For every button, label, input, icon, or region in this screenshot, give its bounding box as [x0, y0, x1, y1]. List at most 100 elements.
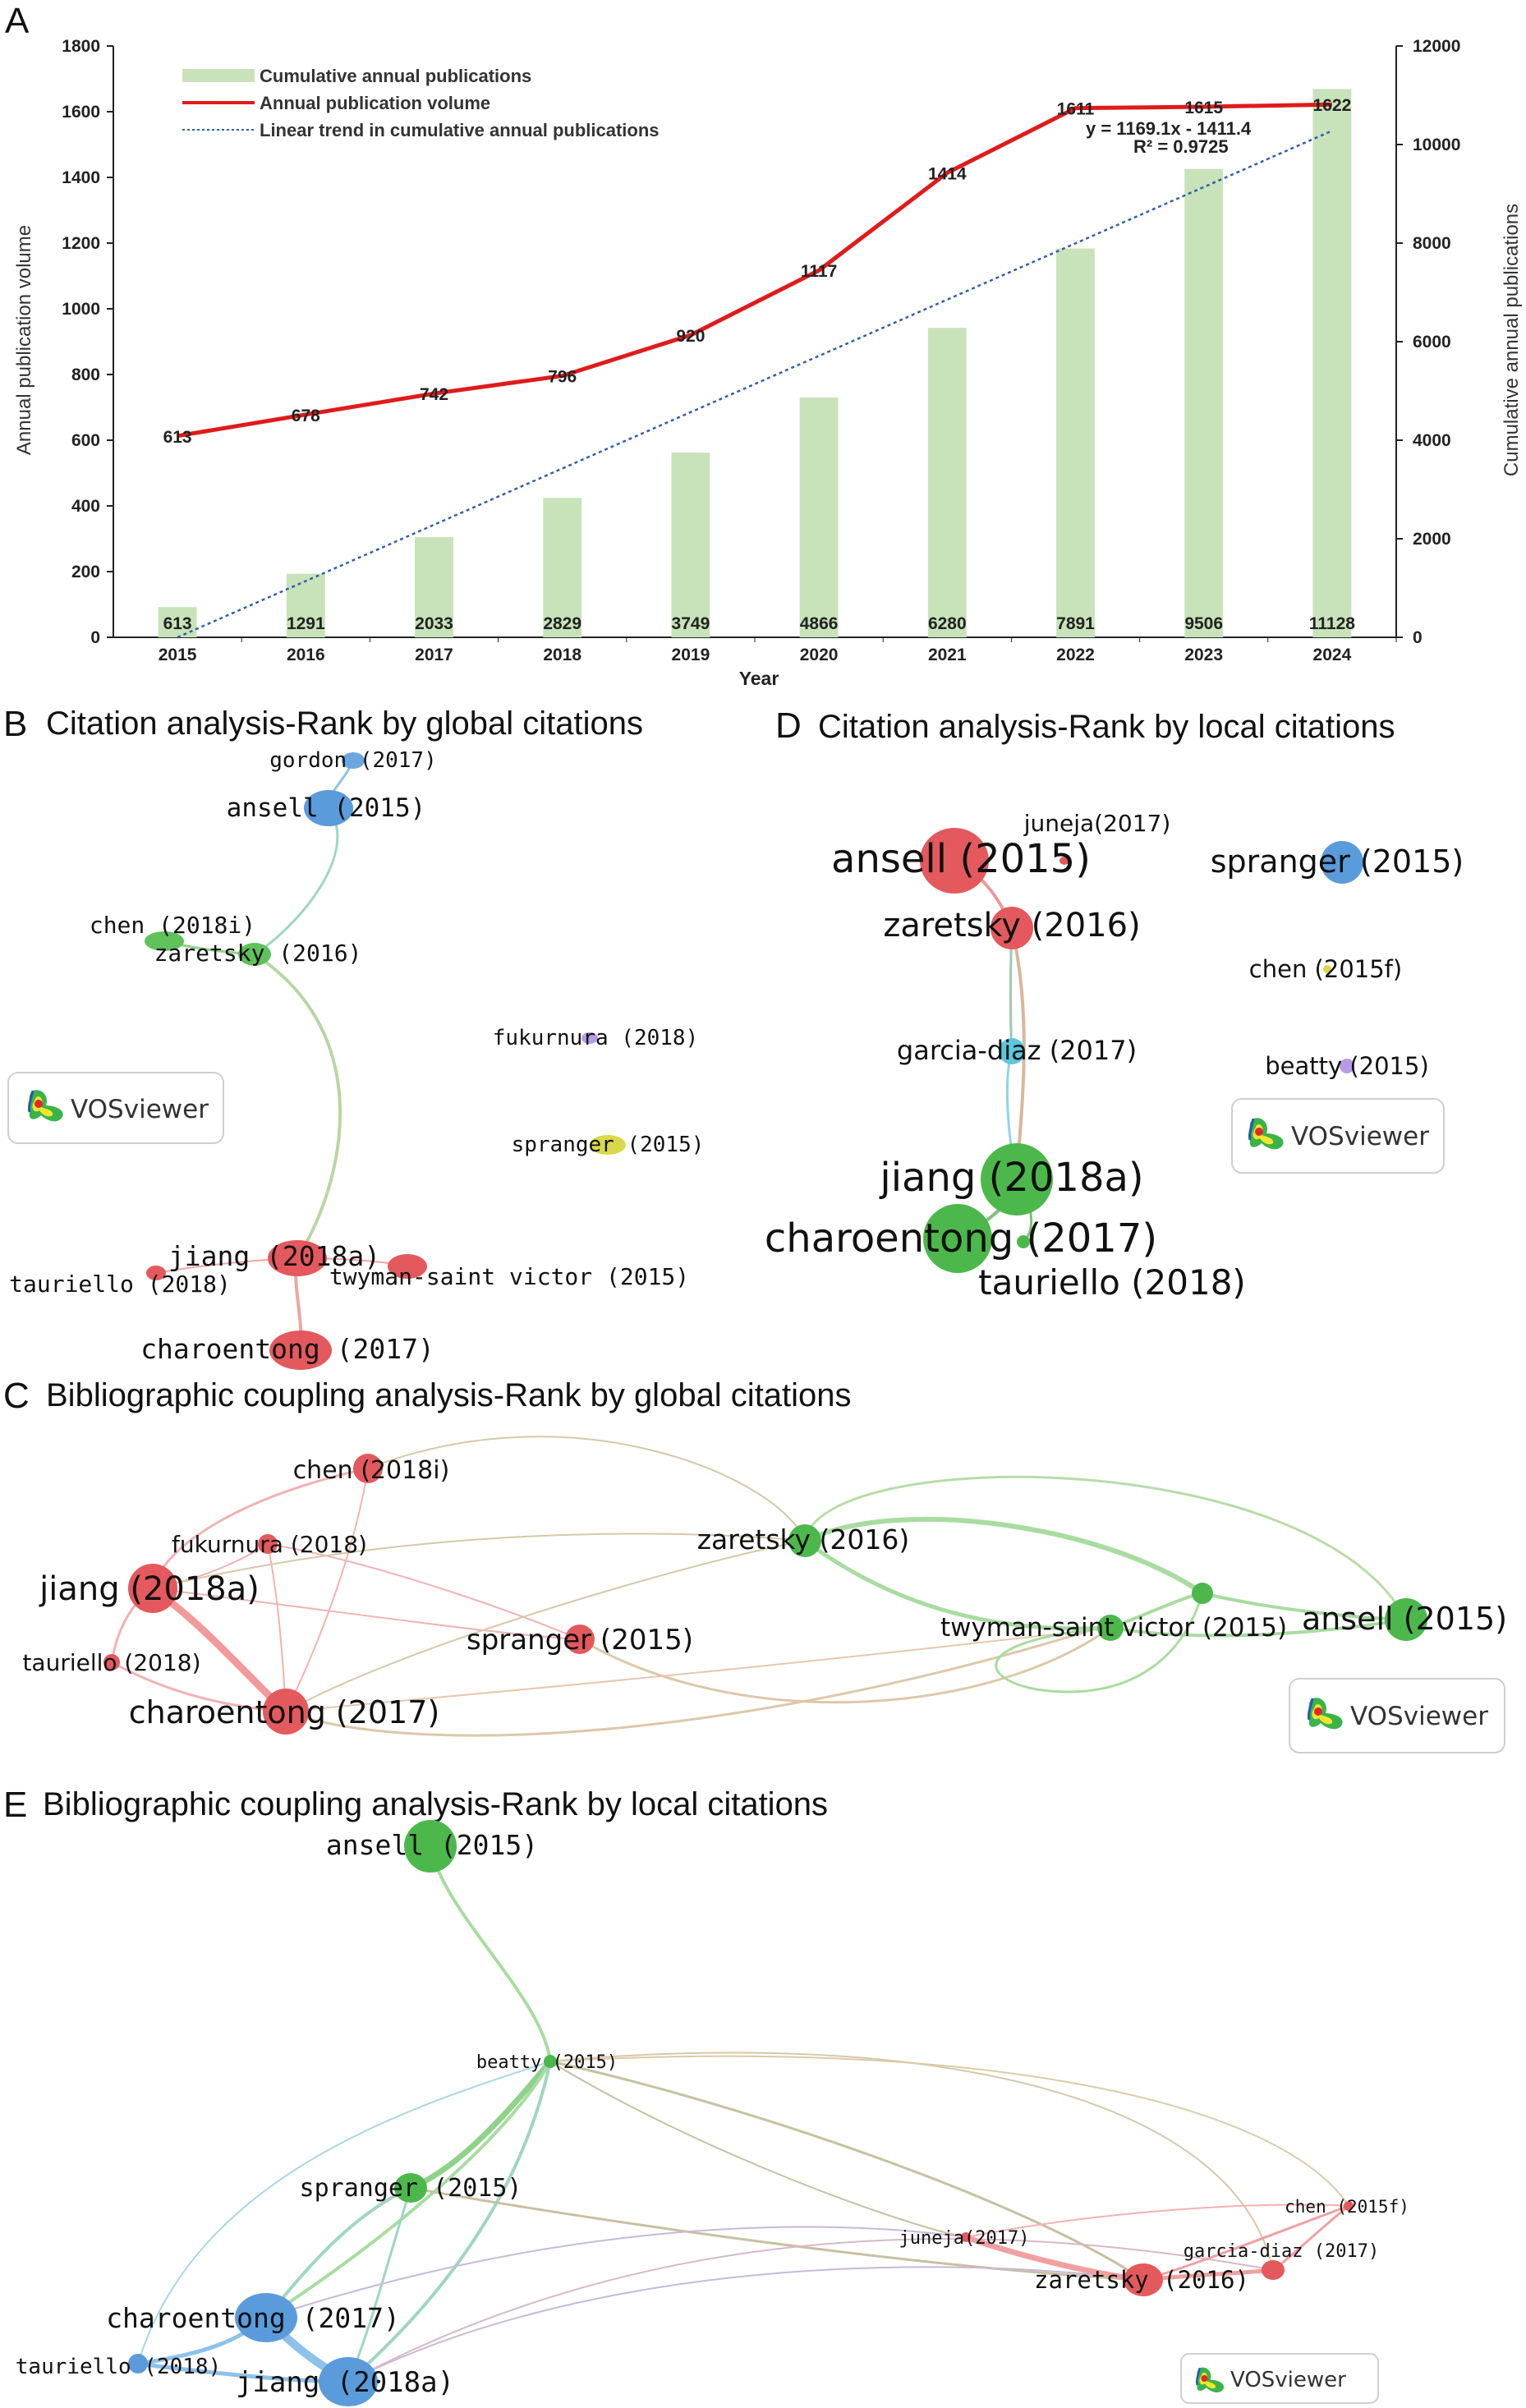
chart-a-legend: Cumulative annual publications Annual pu… [182, 66, 660, 140]
node-c-jiang [128, 1564, 177, 1613]
vosviewer-text-c: VOSviewer [1350, 1702, 1488, 1731]
node-e-beatty [544, 2055, 557, 2068]
x-tick-label: 2024 [1313, 646, 1352, 664]
link-e-23 [965, 2204, 1349, 2238]
link-c-7 [267, 1543, 287, 1712]
node-b-tauriello [146, 1266, 166, 1280]
link-e-11 [264, 2186, 411, 2319]
y-tick-left-label: 200 [71, 563, 100, 581]
link-c-19 [1110, 1618, 1407, 1638]
label-e-jiang: jiang (2018a) [236, 2366, 454, 2399]
trend-r2: R² = 0.9725 [1133, 136, 1229, 157]
vosviewer-logo-icon [28, 1090, 63, 1122]
node-d-charoentong [923, 1204, 992, 1273]
x-tick-label: 2018 [543, 646, 581, 664]
link-e-5 [137, 2061, 551, 2364]
label-e-beatty: beatty (2015) [476, 2052, 618, 2073]
label-d-zaretsky: zaretsky (2016) [883, 907, 1140, 944]
label-e-spranger: spranger (2015) [300, 2174, 522, 2203]
node-c-fukurnura [258, 1534, 278, 1554]
label-d-jiang: jiang (2018a) [879, 1155, 1143, 1201]
panel-d: D Citation analysis-Rank by local citati… [765, 705, 1464, 1303]
legend-label-bar: Cumulative annual publications [260, 66, 531, 86]
label-b-spranger: spranger (2015) [512, 1133, 705, 1157]
bar-value-label: 1291 [287, 614, 325, 633]
link-e-17 [347, 2266, 1144, 2383]
link-c-8 [267, 1543, 581, 1640]
bar-value-label: 9506 [1184, 614, 1223, 633]
link-e-18 [347, 2238, 1274, 2383]
vosviewer-badge-b: VOSviewer [7, 1072, 224, 1144]
node-e-spranger [394, 2173, 427, 2203]
bar-cumulative [1312, 89, 1352, 637]
x-tick-label: 2017 [415, 646, 453, 664]
vosviewer-badge-frame-c [1289, 1678, 1505, 1753]
panel-e: E Bibliographic coupling analysis-Rank b… [3, 1785, 1409, 2406]
link-e-6 [549, 2060, 1144, 2282]
label-c-spranger: spranger (2015) [467, 1624, 693, 1657]
vosviewer-text-e: VOSviewer [1230, 2368, 1346, 2392]
label-c-jiang: jiang (2018a) [39, 1570, 260, 1608]
label-e-ansell: ansell (2015) [326, 1829, 538, 1861]
network-e-labels: ansell (2015) beatty (2015) spranger (20… [16, 1829, 1409, 2399]
vosviewer-text-d: VOSviewer [1291, 1122, 1429, 1151]
node-b-zaretsky [238, 943, 271, 966]
node-d-beatty [1340, 1059, 1354, 1073]
panel-title-e: Bibliographic coupling analysis-Rank by … [43, 1786, 828, 1822]
network-c-nodes [103, 1454, 1427, 1735]
y-tick-right-label: 4000 [1413, 431, 1451, 450]
network-d-labels: ansell (2015) juneja(2017) zaretsky (201… [765, 810, 1464, 1303]
label-c-tauriello: tauriello (2018) [22, 1649, 200, 1676]
label-d-spranger: spranger (2015) [1211, 843, 1464, 880]
label-b-twyman: twyman-saint victor (2015) [329, 1263, 689, 1290]
panel-label-b: B [3, 704, 27, 744]
bar-cumulative [927, 328, 967, 637]
node-d-garcia [999, 1038, 1025, 1064]
label-d-juneja: juneja(2017) [1023, 810, 1171, 837]
y-tick-right-label: 10000 [1413, 136, 1460, 154]
y-tick-right-label: 0 [1413, 628, 1423, 647]
link-c-13 [285, 1624, 1105, 1737]
label-d-chen: chen (2015f) [1249, 955, 1402, 983]
link-e-9 [549, 2055, 1349, 2207]
node-b-charoentong [269, 1330, 332, 1370]
node-b-fukurnura [581, 1032, 598, 1044]
y-tick-right-label: 8000 [1413, 234, 1451, 253]
line-value-label: 1117 [801, 262, 837, 281]
node-d-jiang [981, 1143, 1053, 1215]
node-b-gordon [342, 752, 365, 769]
y-tick-left-label: 0 [90, 628, 100, 647]
node-b-spranger [590, 1135, 626, 1155]
network-c-labels: chen (2018i) fukurnura (2018) jiang (201… [22, 1456, 1507, 1730]
line-value-label: 742 [420, 385, 448, 404]
label-c-chen: chen (2018i) [293, 1456, 450, 1485]
label-c-charoentong: charoentong (2017) [129, 1694, 440, 1730]
bar-cumulative [415, 537, 453, 637]
node-b-jiang [268, 1240, 327, 1276]
label-b-tauriello: tauriello (2018) [9, 1271, 231, 1298]
label-b-chen: chen (2018i) [90, 912, 255, 939]
x-tick-label: 2015 [159, 646, 197, 664]
bar-value-label: 7891 [1056, 614, 1095, 633]
node-b-ansell [304, 790, 353, 826]
trend-line [177, 130, 1333, 639]
label-e-chen: chen (2015f) [1285, 2197, 1409, 2217]
panel-c: C Bibliographic coupling analysis-Rank b… [3, 1376, 1507, 1753]
label-d-beatty: beatty (2015) [1265, 1052, 1429, 1080]
link-c-11 [152, 1533, 806, 1589]
vosviewer-badge-d: VOSviewer [1231, 1098, 1445, 1174]
bar-value-label: 11128 [1309, 614, 1355, 633]
node-d-tauriello [1017, 1235, 1030, 1248]
bar-value-label: 3749 [672, 614, 710, 633]
node-c-twyman [1097, 1615, 1124, 1641]
link-e-1 [429, 1845, 552, 2062]
node-e-zaretsky [1124, 2263, 1163, 2296]
link-b-4 [253, 953, 342, 1260]
label-b-jiang: jiang (2018a) [168, 1240, 380, 1272]
x-tick-label: 2022 [1056, 646, 1095, 664]
node-e-garcia [1262, 2260, 1285, 2280]
x-tick-label: 2021 [928, 646, 967, 664]
label-e-juneja: juneja(2017) [899, 2228, 1030, 2249]
y-tick-right-label: 12000 [1413, 37, 1460, 56]
vosviewer-badge-c: VOSviewer [1289, 1678, 1505, 1753]
